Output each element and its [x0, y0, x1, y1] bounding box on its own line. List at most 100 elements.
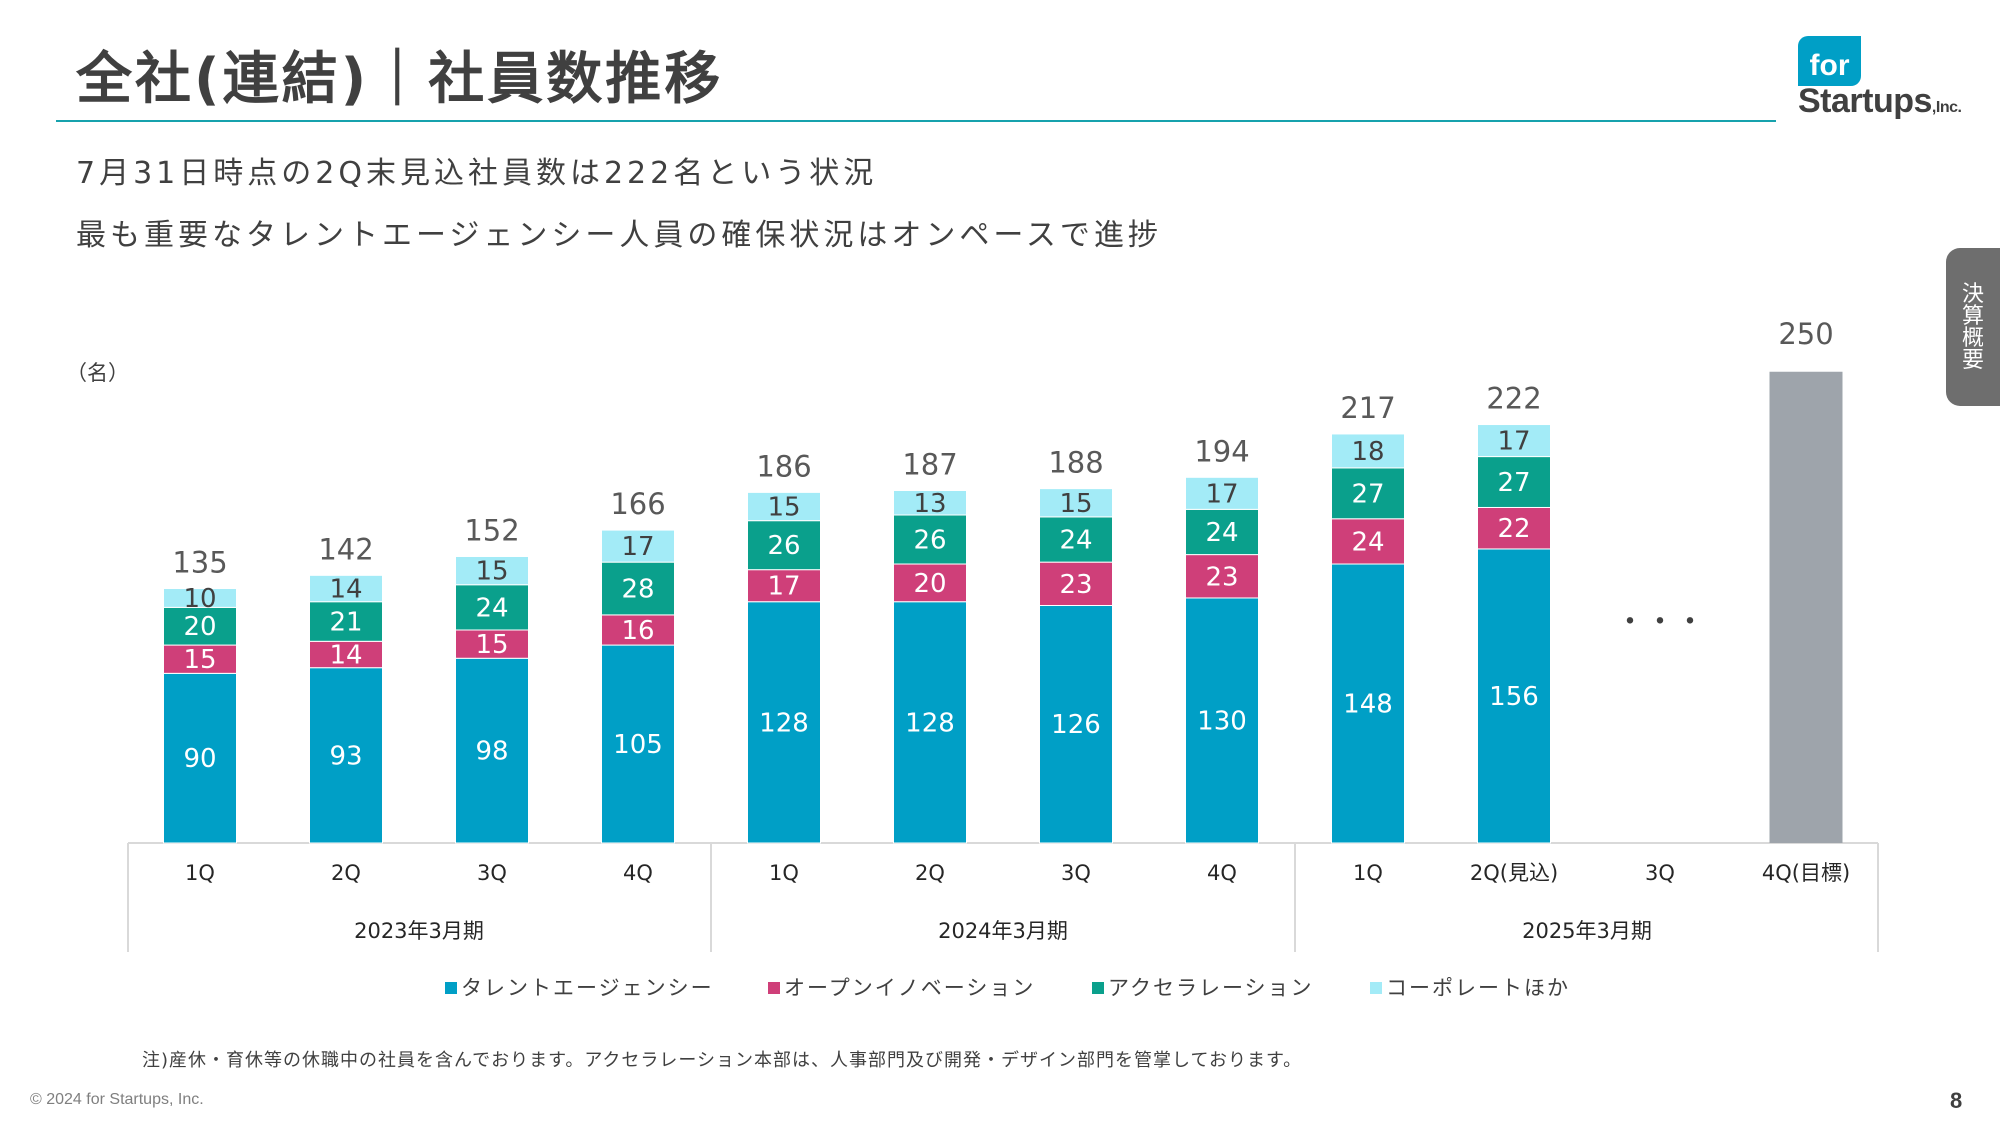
logo-suffix: ,Inc.: [1931, 99, 1962, 116]
data-label: 23: [1205, 562, 1238, 592]
x-group-label: 2025年3月期: [1522, 919, 1652, 943]
data-label: 27: [1351, 479, 1384, 509]
gap-ellipsis: ・・・: [1615, 605, 1705, 640]
data-label: 23: [1059, 570, 1092, 600]
bar-segment: [163, 606, 237, 646]
total-label: 188: [1048, 446, 1103, 480]
x-tick-label: 4Q: [1207, 861, 1237, 885]
data-label: 17: [767, 572, 800, 602]
bar-segment: [893, 601, 967, 844]
bar-segment: [747, 491, 821, 522]
data-label: 24: [475, 593, 508, 623]
logo-mark: for: [1798, 36, 1861, 86]
bar-segment: [309, 601, 383, 642]
data-label: 17: [1497, 427, 1530, 457]
bar-segment: [601, 529, 675, 563]
bar-segment: [1039, 561, 1113, 606]
bar-segment: [747, 601, 821, 844]
logo-name: Startups: [1798, 82, 1932, 120]
bar-segment: [893, 490, 967, 516]
data-label: 20: [183, 612, 216, 642]
legend-item: アクセラレーション: [1092, 972, 1314, 1002]
data-label: 15: [183, 645, 216, 675]
bar-segment: [1185, 554, 1259, 599]
bar-segment: [747, 520, 821, 571]
x-tick-label: 2Q(見込): [1470, 861, 1558, 885]
bar-segment: [1039, 488, 1113, 518]
data-label: 18: [1351, 437, 1384, 467]
target-total-label: 250: [1778, 317, 1833, 351]
copyright: © 2024 for Startups, Inc.: [30, 1091, 204, 1108]
x-tick-label: 2Q: [915, 861, 945, 885]
data-label: 10: [183, 584, 216, 614]
legend-item: コーポレートほか: [1370, 972, 1570, 1002]
bar-segment: [601, 561, 675, 616]
subtitle-line-1: 7月31日時点の2Q末見込社員数は222名という状況: [76, 156, 878, 191]
total-label: 166: [610, 487, 665, 521]
total-label: 152: [464, 513, 519, 547]
legend-swatch: [768, 982, 780, 994]
data-label: 105: [613, 730, 663, 760]
data-label: 24: [1351, 527, 1384, 557]
bar-segment: [309, 667, 383, 844]
bar-segment: [1477, 424, 1551, 458]
data-label: 26: [767, 531, 800, 561]
x-tick-label: 3Q: [477, 861, 507, 885]
bar-segment: [1331, 433, 1405, 469]
legend-label: アクセラレーション: [1108, 976, 1314, 1000]
data-label: 93: [329, 741, 362, 771]
bar-segment: [1039, 604, 1113, 844]
data-label: 17: [621, 532, 654, 562]
footnote: 注)産休・育休等の休職中の社員を含んでおります。アクセラレーション本部は、人事部…: [142, 1050, 1303, 1071]
total-label: 135: [172, 546, 227, 580]
data-label: 24: [1059, 526, 1092, 556]
title-divider: [56, 120, 1776, 122]
chart-legend: タレントエージェンシー オープンイノベーション アクセラレーション コーポレートほか: [0, 972, 2000, 1002]
data-label: 16: [621, 616, 654, 646]
bar-segment: [1477, 456, 1551, 508]
data-label: 24: [1205, 518, 1238, 548]
data-label: 128: [905, 708, 955, 738]
data-label: 27: [1497, 468, 1530, 498]
data-label: 13: [913, 489, 946, 519]
data-label: 98: [475, 737, 508, 767]
x-tick-label: 2Q: [331, 861, 361, 885]
data-label: 20: [913, 569, 946, 599]
data-label: 15: [475, 557, 508, 587]
bar-segment: [893, 563, 967, 603]
page-number: 8: [1950, 1088, 1963, 1113]
target-bar: [1769, 371, 1843, 843]
data-label: 90: [183, 744, 216, 774]
bar-segment: [1331, 518, 1405, 565]
y-unit-label: （名）: [66, 361, 129, 385]
bar-segment: [601, 614, 675, 646]
employee-count-chart: （名） 901520109314211498152415105162817128…: [66, 317, 1879, 952]
total-label: 194: [1194, 434, 1249, 468]
data-label: 126: [1051, 710, 1101, 740]
bar-segment: [1331, 563, 1405, 844]
legend-label: オープンイノベーション: [784, 976, 1036, 1000]
legend-label: タレントエージェンシー: [461, 976, 714, 1000]
total-label: 187: [902, 448, 957, 482]
total-label: 186: [756, 449, 811, 483]
page-title: 全社(連結)｜社員数推移: [76, 47, 724, 112]
data-label: 14: [329, 641, 362, 671]
legend-swatch: [1092, 982, 1104, 994]
section-tab[interactable]: 決算概要: [1946, 248, 2000, 406]
data-label: 156: [1489, 682, 1539, 712]
bar-segment: [747, 569, 821, 603]
bar-segment: [1039, 516, 1113, 563]
data-label: 28: [621, 575, 654, 605]
x-group-label: 2023年3月期: [354, 919, 484, 943]
bar-segment: [163, 588, 237, 608]
data-label: 17: [1205, 479, 1238, 509]
bar-segment: [1477, 548, 1551, 844]
x-tick-label: 4Q(目標): [1762, 861, 1850, 885]
bar-segment: [309, 574, 383, 603]
x-tick-label: 3Q: [1061, 861, 1091, 885]
data-label: 22: [1497, 514, 1530, 544]
data-label: 15: [767, 493, 800, 523]
data-label: 15: [1059, 489, 1092, 519]
data-label: 14: [329, 575, 362, 605]
bar-segment: [601, 644, 675, 844]
